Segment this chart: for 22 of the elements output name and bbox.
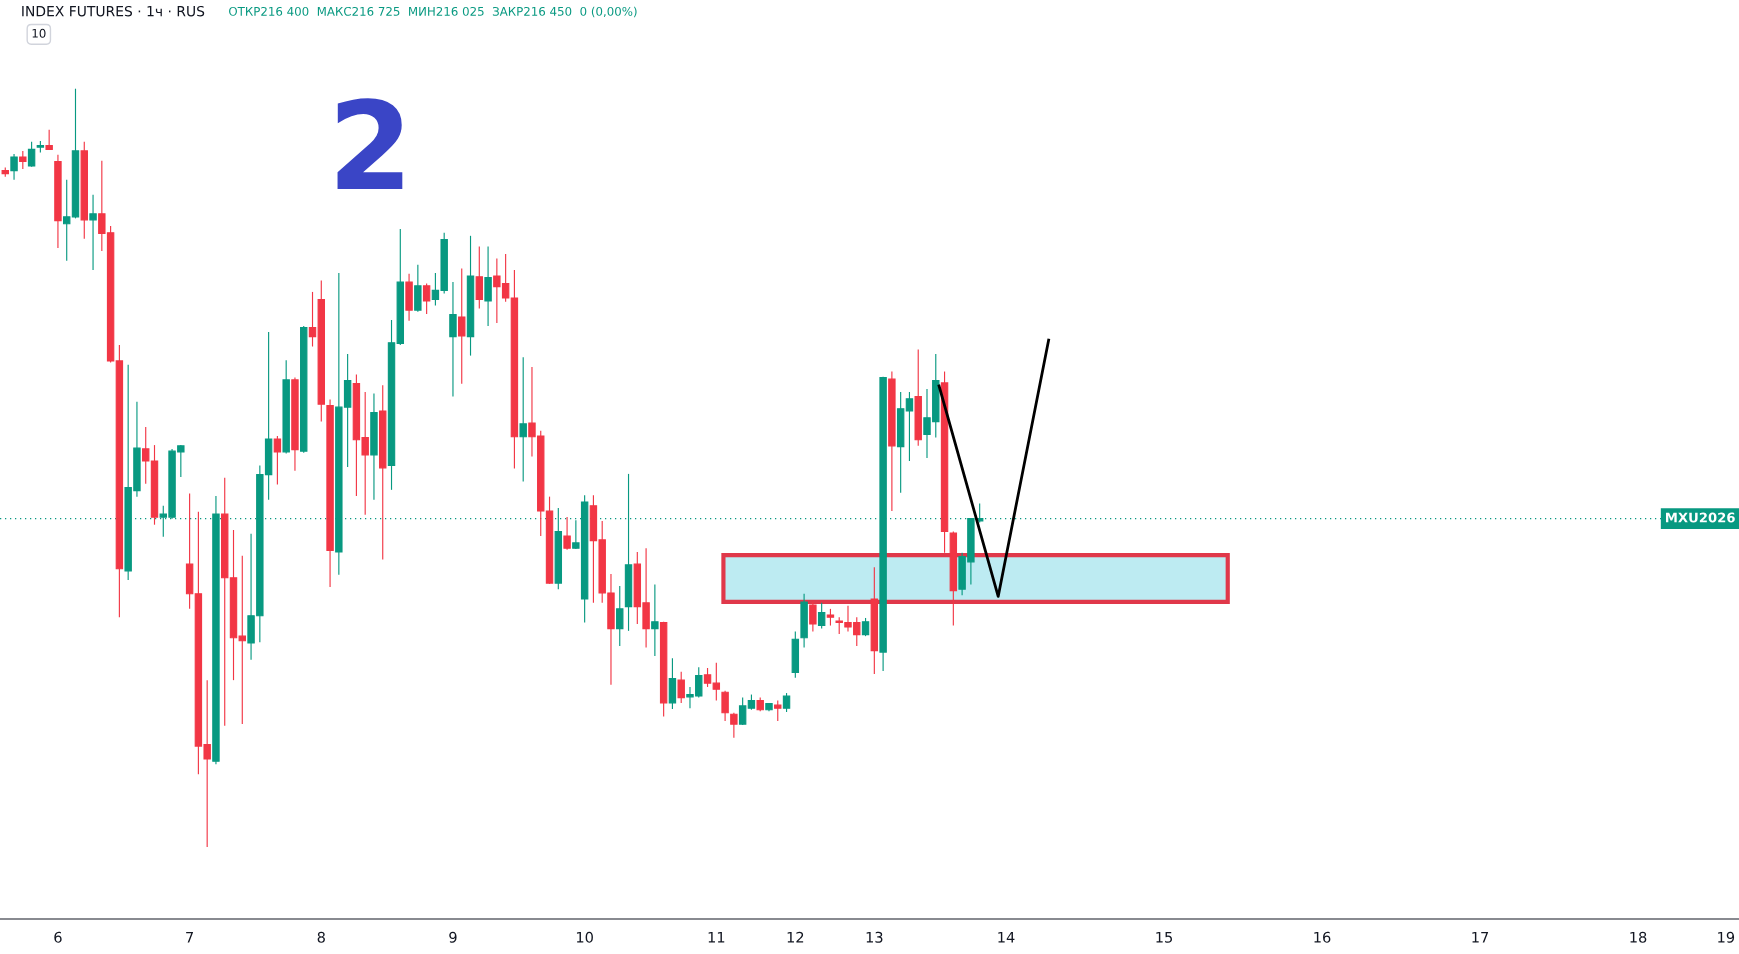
x-tick-label: 12 bbox=[787, 931, 804, 943]
x-tick-label: 8 bbox=[317, 931, 325, 943]
x-tick-label: 6 bbox=[54, 931, 62, 943]
chart-title: INDEX FUTURES · 1ч · RUS bbox=[22, 5, 205, 17]
x-tick-label: 14 bbox=[998, 931, 1015, 943]
text: 10 bbox=[32, 28, 46, 38]
x-tick-label: 11 bbox=[708, 931, 725, 943]
x-tick-label: 13 bbox=[866, 931, 883, 943]
x-tick-label: 18 bbox=[1630, 931, 1647, 943]
chart-subtitle: ОТКР216 400 МАКС216 725 МИН216 025 ЗАКР216 450 0 (0,00%) bbox=[229, 6, 637, 18]
x-tick-label: 16 bbox=[1314, 931, 1331, 943]
candlestick bbox=[89, 194, 97, 270]
ref-line-label: MXU2026 bbox=[1666, 512, 1735, 523]
x-tick-label: 7 bbox=[186, 931, 194, 943]
x-tick-label: 9 bbox=[449, 931, 457, 943]
annotation: 2 bbox=[337, 98, 403, 190]
x-tick-label: 10 bbox=[576, 931, 593, 943]
x-tick-label: 19 bbox=[1718, 931, 1735, 943]
x-tick-label: 15 bbox=[1156, 931, 1173, 943]
candlestick bbox=[449, 282, 457, 397]
candlestick bbox=[370, 393, 378, 500]
x-tick-label: 17 bbox=[1472, 931, 1489, 943]
